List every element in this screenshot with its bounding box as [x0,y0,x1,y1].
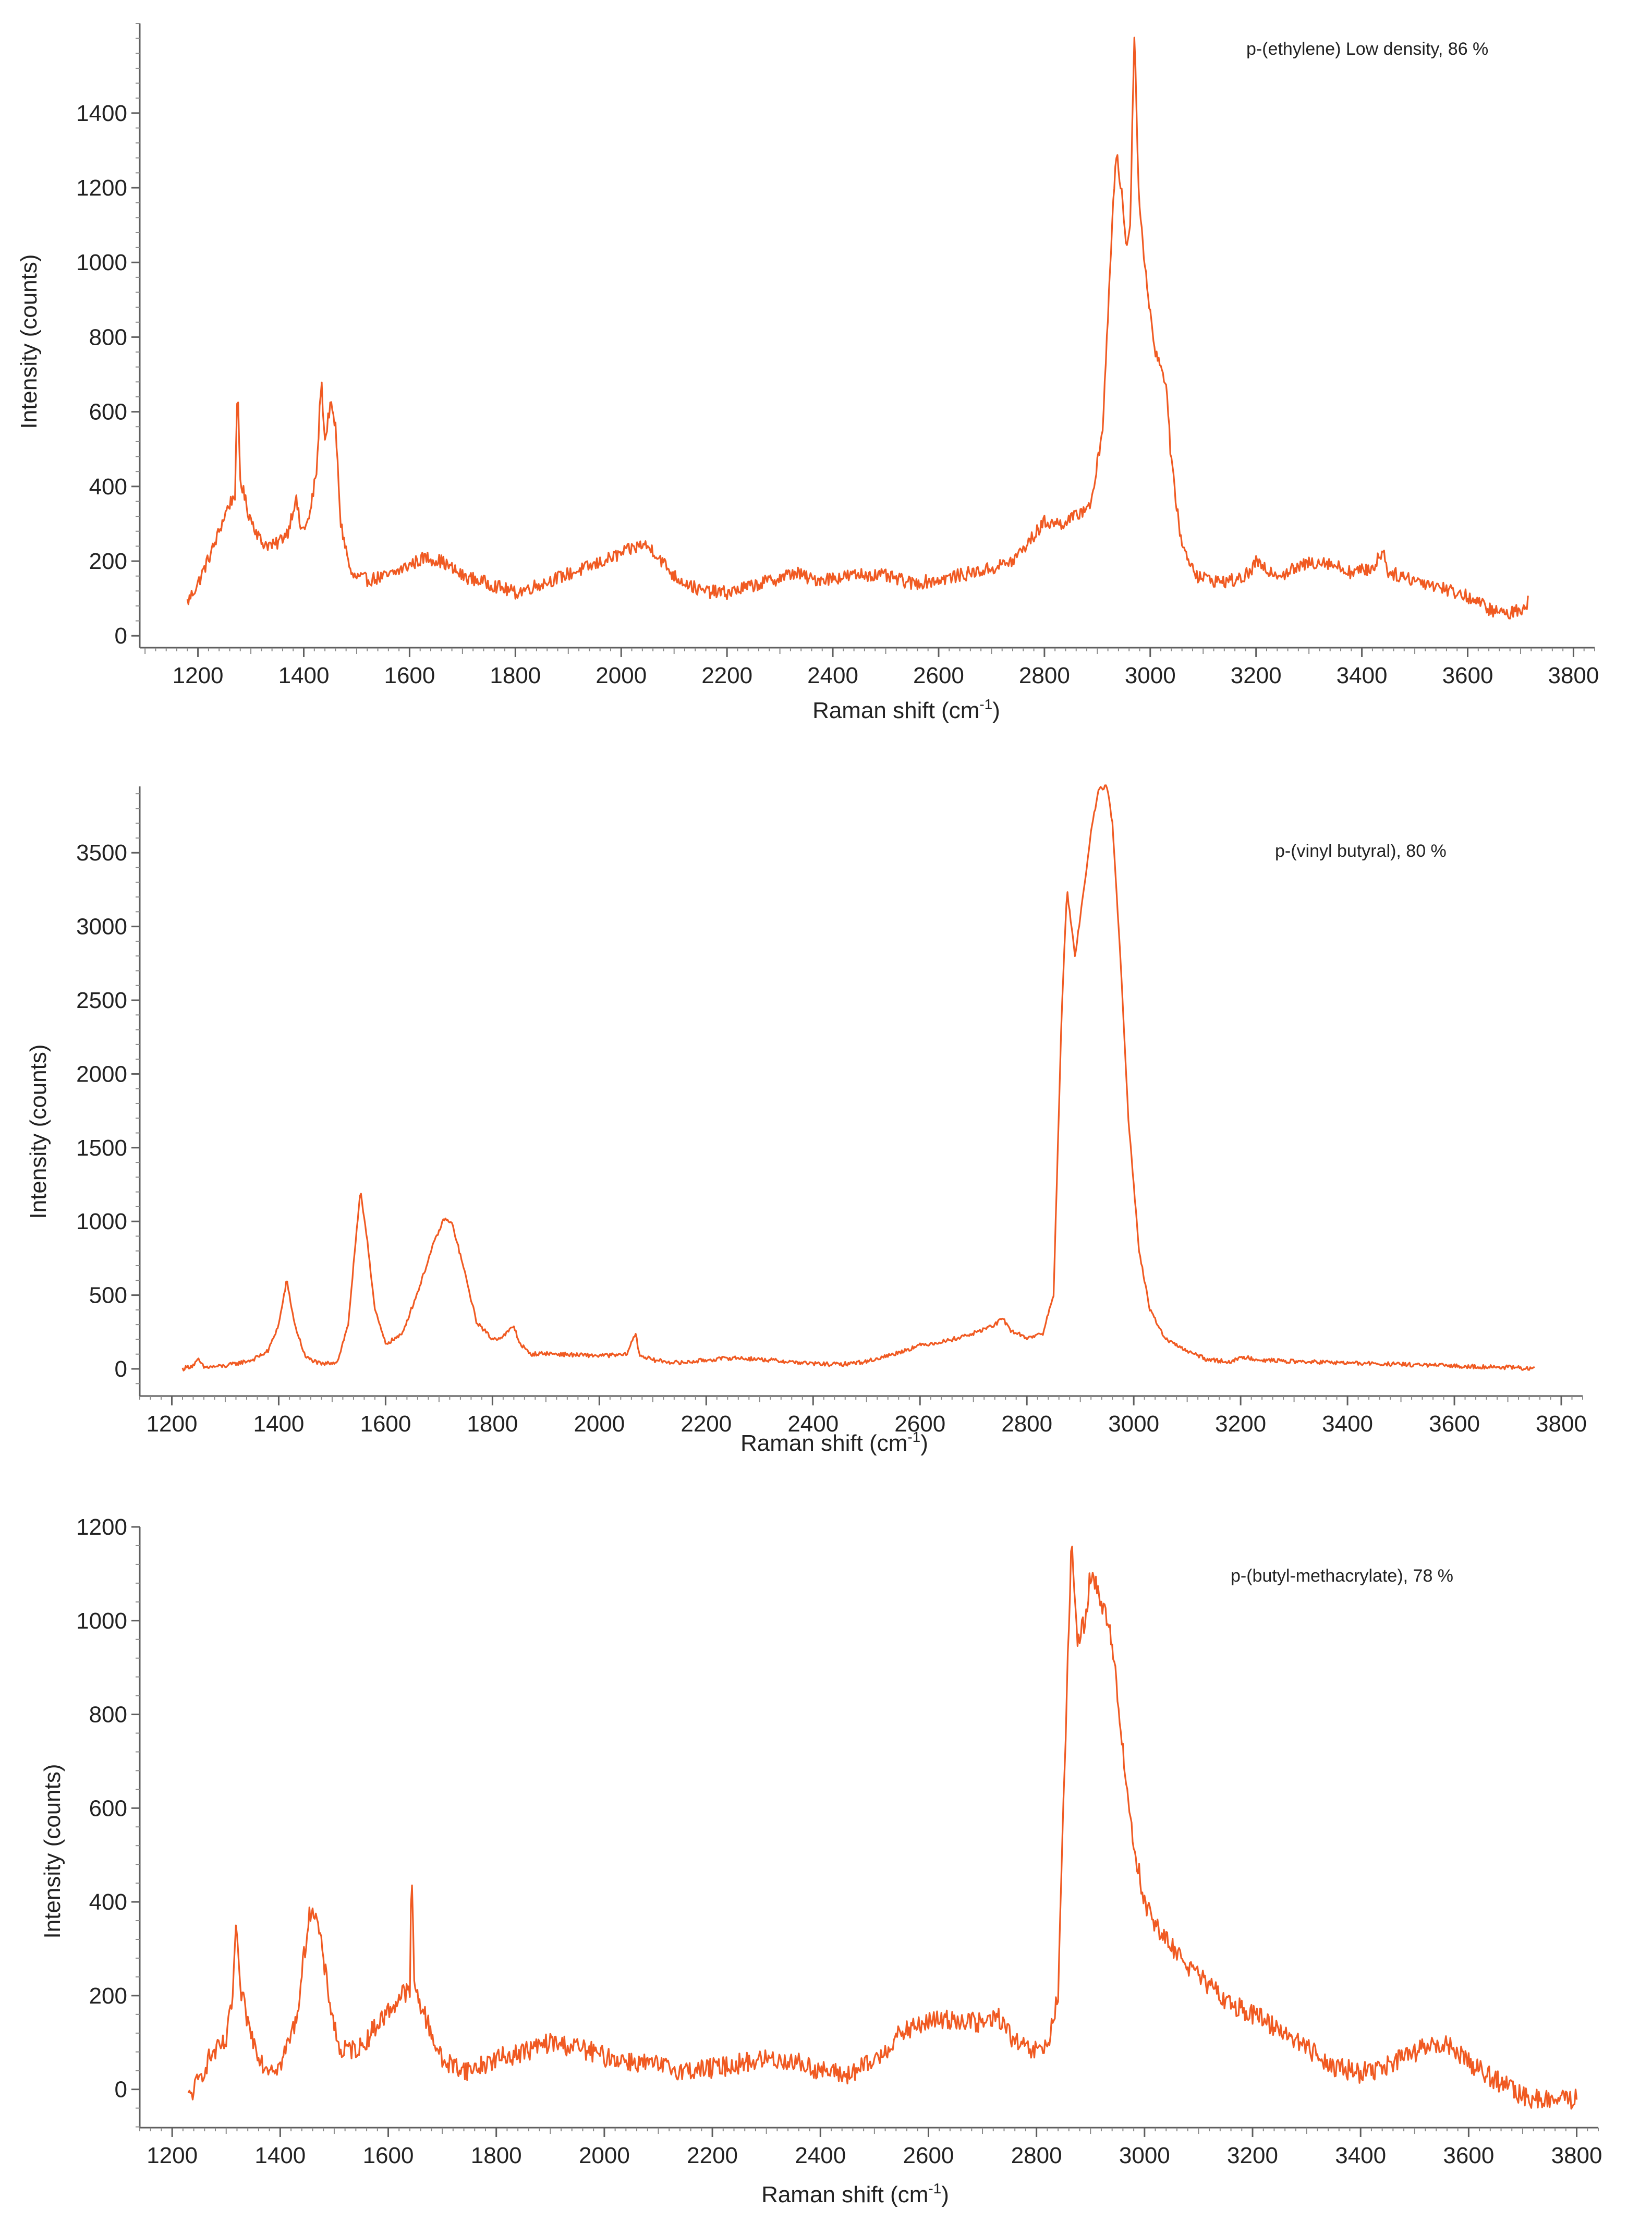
x-tick-label: 2400 [807,663,858,688]
x-tick-label: 2800 [1011,2143,1062,2168]
x-tick-label: 3800 [1536,1411,1587,1437]
x-axis-title: Raman shift (cm-1) [740,1429,928,1456]
y-tick-label: 800 [89,324,127,350]
y-tick-label: 0 [115,623,127,649]
y-tick-label: 500 [89,1283,127,1308]
panel-polybutyl-methacrylate: 0 200 400 600 800 1000 1200 1200 1400 1600 1800 20… [40,1514,1602,2207]
y-tick-label: 200 [89,549,127,574]
x-tick-label: 1200 [147,2143,198,2168]
y-tick-label: 3000 [76,914,127,940]
x-tick-label: 1600 [363,2143,414,2168]
x-axis: 1200 1400 1600 1800 2000 2200 2400 2600 2800 3000… [140,647,1599,688]
x-tick-label: 1400 [254,2143,306,2168]
x-tick-label: 3000 [1108,1411,1159,1437]
x-tick-label: 1600 [384,663,435,688]
y-axis: 0 200 400 600 800 1000 1200 [76,1514,141,2128]
x-tick-label: 2200 [687,2143,738,2168]
spectrum-series [186,37,1529,620]
x-tick-label: 2800 [1001,1411,1052,1437]
y-tick-label: 1400 [76,101,127,126]
x-tick-label: 3200 [1231,663,1282,688]
y-axis: 0 200 400 600 800 1000 1200 1400 [76,23,141,649]
y-axis-title: Intensity (counts) [26,1044,51,1219]
y-tick-label: 1500 [76,1135,127,1161]
y-tick-label: 0 [115,1356,127,1382]
x-tick-label: 3400 [1337,663,1388,688]
y-tick-label: 200 [89,1983,127,2009]
panel-annotation: p-(vinyl butyral), 80 % [1275,841,1447,861]
x-tick-label: 3000 [1119,2143,1170,2168]
panel-polyethylene: 0 200 400 600 800 1000 1200 1400 1200 1400 1600 18… [16,23,1599,723]
x-axis-title: Raman shift (cm-1) [761,2180,949,2207]
y-tick-label: 1000 [76,1209,127,1234]
x-tick-label: 3400 [1322,1411,1373,1437]
x-tick-label: 3200 [1215,1411,1266,1437]
spectrum-line [181,784,1535,1372]
spectrum-series [187,1545,1578,2110]
y-axis-title: Intensity (counts) [16,254,42,429]
x-axis-title: Raman shift (cm-1) [812,696,1000,723]
x-axis: 1200 1400 1600 1800 2000 2200 2400 2600 2800 3000… [139,1395,1587,1437]
y-tick-label: 1200 [76,1514,127,1540]
x-tick-label: 2600 [913,663,964,688]
x-tick-label: 1600 [360,1411,411,1437]
y-tick-label: 800 [89,1702,127,1728]
x-tick-label: 2000 [596,663,647,688]
y-axis-title: Intensity (counts) [40,1764,65,1938]
x-tick-label: 2400 [795,2143,846,2168]
spectrum-line [187,1545,1578,2110]
x-tick-label: 1800 [471,2143,522,2168]
y-tick-label: 3500 [76,840,127,866]
y-tick-label: 600 [89,399,127,425]
x-tick-label: 2400 [787,1411,839,1437]
y-tick-label: 400 [89,1889,127,1915]
x-tick-label: 2200 [701,663,752,688]
x-tick-label: 3600 [1443,2143,1494,2168]
x-tick-label: 2800 [1019,663,1070,688]
y-tick-label: 400 [89,474,127,500]
x-tick-label: 3800 [1551,2143,1602,2168]
y-tick-label: 1200 [76,175,127,201]
y-tick-label: 2000 [76,1061,127,1087]
x-tick-label: 3400 [1335,2143,1386,2168]
x-tick-label: 3200 [1227,2143,1278,2168]
x-tick-label: 1800 [467,1411,518,1437]
x-tick-label: 1200 [147,1411,198,1437]
x-tick-label: 3800 [1548,663,1599,688]
spectrum-series [181,784,1535,1372]
x-tick-label: 3000 [1125,663,1176,688]
x-tick-label: 3600 [1429,1411,1480,1437]
x-tick-label: 2600 [903,2143,954,2168]
x-tick-label: 2600 [894,1411,945,1437]
y-axis: 0 500 1000 1500 2000 2500 3000 3500 [76,786,141,1396]
x-tick-label: 1400 [253,1411,305,1437]
y-tick-label: 1000 [76,1608,127,1634]
x-tick-label: 1800 [490,663,541,688]
spectrum-line [186,37,1529,620]
x-tick-label: 2000 [579,2143,630,2168]
panel-polyvinyl-butyral: 0 500 1000 1500 2000 2500 3000 3500 1200 1400 160… [26,784,1587,1456]
y-tick-label: 2500 [76,988,127,1013]
x-tick-label: 2000 [574,1411,625,1437]
panel-annotation: p-(ethylene) Low density, 86 % [1246,39,1488,59]
y-tick-label: 1000 [76,250,127,275]
x-tick-label: 1400 [278,663,330,688]
y-tick-label: 600 [89,1795,127,1821]
x-tick-label: 2200 [681,1411,732,1437]
x-axis: 1200 1400 1600 1800 2000 2200 2400 2600 2800 3000… [139,2127,1602,2168]
panel-annotation: p-(butyl-methacrylate), 78 % [1231,1566,1453,1586]
x-tick-label: 3600 [1442,663,1493,688]
x-tick-label: 1200 [173,663,224,688]
y-tick-label: 0 [115,2077,127,2103]
